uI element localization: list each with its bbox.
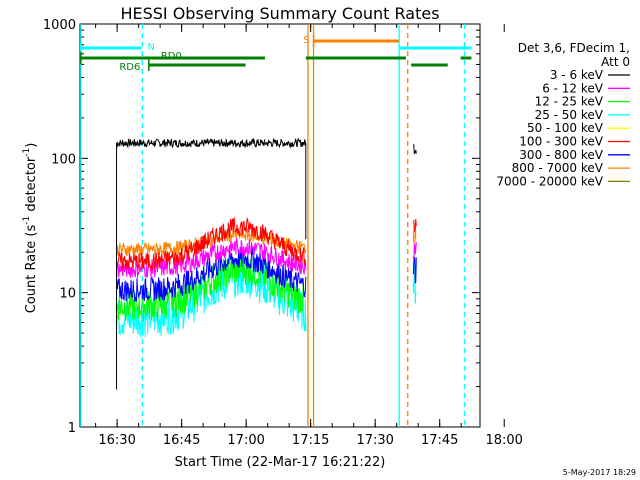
legend-label: 300 - 800 keV (519, 148, 603, 162)
legend-label: 25 - 50 keV (535, 108, 604, 122)
legend-header-2: Att 0 (601, 55, 630, 69)
legend-label: 7000 - 20000 keV (496, 174, 603, 188)
x-tick-label: 17:30 (356, 433, 393, 448)
legend-label: 12 - 25 keV (535, 95, 604, 109)
series-line (412, 143, 417, 155)
legend-label: 50 - 100 keV (527, 121, 604, 135)
x-tick-label: 16:30 (98, 433, 135, 448)
series-line (412, 242, 417, 260)
footer-date: 5-May-2017 18:29 (563, 468, 636, 477)
vertical-marker-layer (80, 24, 466, 427)
series-line (116, 216, 307, 271)
series-line (116, 238, 307, 278)
flag-label-rd0: RD0 (161, 51, 182, 62)
flag-label-n: N (148, 42, 155, 53)
series-line (116, 246, 307, 302)
plot-frame (79, 23, 481, 428)
x-tick-label: 18:00 (485, 433, 522, 448)
series-line (413, 218, 417, 233)
series-line (264, 137, 307, 149)
series-line (116, 228, 307, 257)
x-tick-label: 17:15 (292, 433, 329, 448)
y-tick-label: 1000 (43, 18, 76, 33)
x-tick-label: 17:00 (227, 433, 264, 448)
series-layer (116, 137, 417, 390)
flag-label-rd6: RD6 (119, 62, 140, 73)
legend-label: 800 - 7000 keV (512, 161, 604, 175)
chart-title: HESSI Observing Summary Count Rates (120, 4, 439, 23)
flag-label-s: S (303, 35, 309, 46)
x-axis-label: Start Time (22-Mar-17 16:21:22) (175, 455, 386, 470)
legend-header-1: Det 3,6, FDecim 1, (518, 41, 630, 55)
y-axis-label: Count Rate (s-1 detector-1) (22, 143, 39, 314)
tick-layer: 1 10 100 1000 16:30 16:45 17:00 17:15 17:30 17:45… (43, 18, 523, 448)
x-tick-label: 16:45 (163, 433, 200, 448)
legend-label: 3 - 6 keV (550, 68, 604, 82)
flag-bar-layer: N S RD0 RD6 (80, 35, 472, 73)
legend-label: 100 - 300 keV (519, 135, 603, 149)
series-line (412, 255, 417, 284)
series-line (412, 222, 417, 244)
legend-label: 6 - 12 keV (542, 81, 604, 95)
y-tick-label: 10 (59, 287, 76, 302)
y-tick-label: 1 (68, 421, 76, 436)
series-line (116, 137, 266, 149)
y-tick-label: 100 (51, 152, 76, 167)
series-line (116, 255, 307, 322)
x-tick-label: 17:45 (421, 433, 458, 448)
